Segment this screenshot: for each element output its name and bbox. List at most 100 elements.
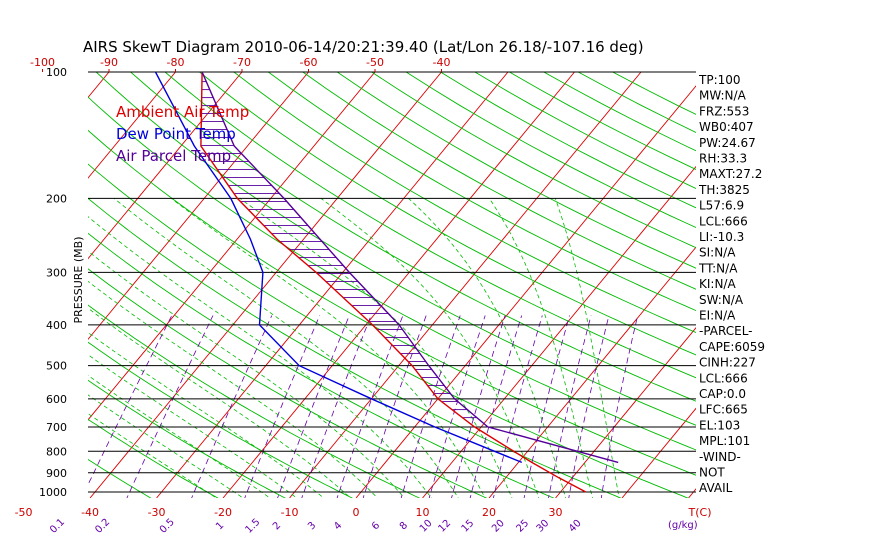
moist-adiabat [88, 374, 271, 498]
index-label: KI:N/A [699, 277, 736, 291]
mixing-ratio-label: 6 [370, 520, 382, 532]
mixing-ratio-label: 20 [490, 518, 507, 535]
moist-adiabat [88, 280, 378, 498]
dry-adiabat [88, 163, 689, 498]
bottom-temperature-label: -50 [15, 506, 33, 519]
dry-adiabat [268, 72, 696, 312]
mixing-ratio-line [523, 315, 570, 498]
mixing-ratio-line [244, 315, 321, 498]
dry-adiabat [371, 72, 696, 249]
index-label: -WIND- [699, 450, 741, 464]
index-label: EI:N/A [699, 309, 736, 323]
index-label: -PARCEL- [699, 324, 753, 338]
dry-adiabat [88, 304, 421, 498]
dry-adiabat [302, 72, 696, 290]
bottom-temperature-label: 10 [416, 506, 430, 519]
pressure-tick-label: 200 [46, 192, 67, 205]
mixing-ratio-line [277, 315, 350, 498]
mixing-ratio-label: 0.1 [48, 517, 67, 536]
pressure-tick-label: 300 [46, 266, 67, 279]
isotherm-line [355, 85, 696, 498]
dry-adiabat [88, 197, 622, 498]
index-label: LFC:665 [699, 403, 748, 417]
bottom-temperature-label: -30 [148, 506, 166, 519]
moist-adiabat [320, 198, 540, 498]
mixing-ratio-line [492, 315, 543, 498]
dry-adiabat [336, 72, 696, 269]
moist-adiabat [408, 198, 567, 498]
sounding-series [154, 72, 619, 493]
legend-ambient: Ambient Air Temp [116, 103, 249, 121]
dry-adiabat [95, 72, 696, 426]
index-label: TT:N/A [698, 261, 738, 275]
pressure-tick-label: 400 [46, 319, 67, 332]
top-temperature-label: -70 [233, 56, 251, 69]
mixing-ratio-label: 25 [514, 518, 531, 535]
moist-adiabat [488, 198, 593, 498]
mixing-ratio-label: 30 [535, 518, 552, 535]
mixing-ratio-line [568, 315, 610, 498]
isotherm-line [88, 72, 376, 421]
isotherm-line [88, 72, 176, 179]
legend-parcel: Air Parcel Temp [116, 147, 231, 165]
index-label: AVAIL [699, 481, 733, 495]
index-label: MW:N/A [699, 89, 747, 103]
mixing-ratio-line [88, 315, 173, 486]
top-temperature-label: -50 [366, 56, 384, 69]
legend-dewpoint: Dew Point Temp [116, 125, 236, 143]
moist-adiabat [88, 250, 405, 498]
dry-adiabat [88, 341, 354, 498]
index-label: FRZ:553 [699, 104, 749, 118]
mixing-ratio-line [301, 315, 372, 498]
axes: 1002003004005006007008009001000-120-110-… [15, 56, 712, 536]
index-label: TH:3825 [698, 183, 750, 197]
mixing-ratio-label: 12 [436, 518, 453, 535]
mixing-ratio-line [600, 315, 639, 498]
index-label: WB0:407 [699, 120, 754, 134]
top-temperature-label: -90 [100, 56, 118, 69]
mixing-ratio-line [126, 315, 214, 498]
mixing-ratio-label: 10 [418, 518, 435, 535]
dry-adiabat [440, 72, 696, 209]
index-label: MAXT:27.2 [699, 167, 762, 181]
mixing-ratio-line [451, 315, 506, 498]
chart-title: AIRS SkewT Diagram 2010-06-14/20:21:39.4… [83, 38, 644, 56]
dry-adiabat [88, 418, 219, 498]
dry-adiabat [88, 232, 555, 498]
moist-adiabat [88, 354, 298, 498]
mixing-ratio-line [191, 315, 273, 498]
bottom-temperature-label: -20 [214, 506, 232, 519]
dry-adiabat [88, 268, 488, 498]
pressure-tick-label: 100 [46, 66, 67, 79]
index-label: PW:24.67 [699, 136, 756, 150]
mixing-ratio-label: 15 [460, 518, 477, 535]
isotherm-line [0, 72, 43, 498]
top-temperature-label: -60 [300, 56, 318, 69]
moist-adiabat [113, 198, 459, 498]
moist-adiabat [554, 198, 620, 498]
isotherm-line [88, 72, 243, 260]
mixing-ratio-label: 1.5 [243, 517, 262, 536]
index-label: CINH:227 [699, 356, 756, 370]
dry-adiabat [88, 379, 286, 498]
mixing-ratio-line [336, 315, 404, 498]
y-axis-label: PRESSURE (MB) [72, 237, 85, 324]
mixing-ratio-label: 3 [306, 520, 318, 532]
isobars [88, 71, 696, 493]
mixing-ratio-unit: (g/kg) [668, 520, 698, 531]
parcel-temp-line [201, 72, 619, 464]
legend: Ambient Air Temp Dew Point Temp Air Parc… [116, 103, 249, 165]
mixing-ratio-line [469, 315, 523, 498]
top-temperature-label: -80 [167, 56, 185, 69]
dry-adiabat [130, 72, 696, 402]
bottom-temperature-label: 0 [353, 506, 360, 519]
moist-adiabat [88, 331, 325, 498]
top-temperature-label: -40 [433, 56, 451, 69]
pressure-tick-label: 600 [46, 393, 67, 406]
pressure-tick-label: 700 [46, 421, 67, 434]
index-label: CAPE:6059 [699, 340, 765, 354]
pressure-tick-label: 500 [46, 360, 67, 373]
mixing-ratio-line [548, 315, 592, 498]
cape-hatch [200, 81, 477, 419]
